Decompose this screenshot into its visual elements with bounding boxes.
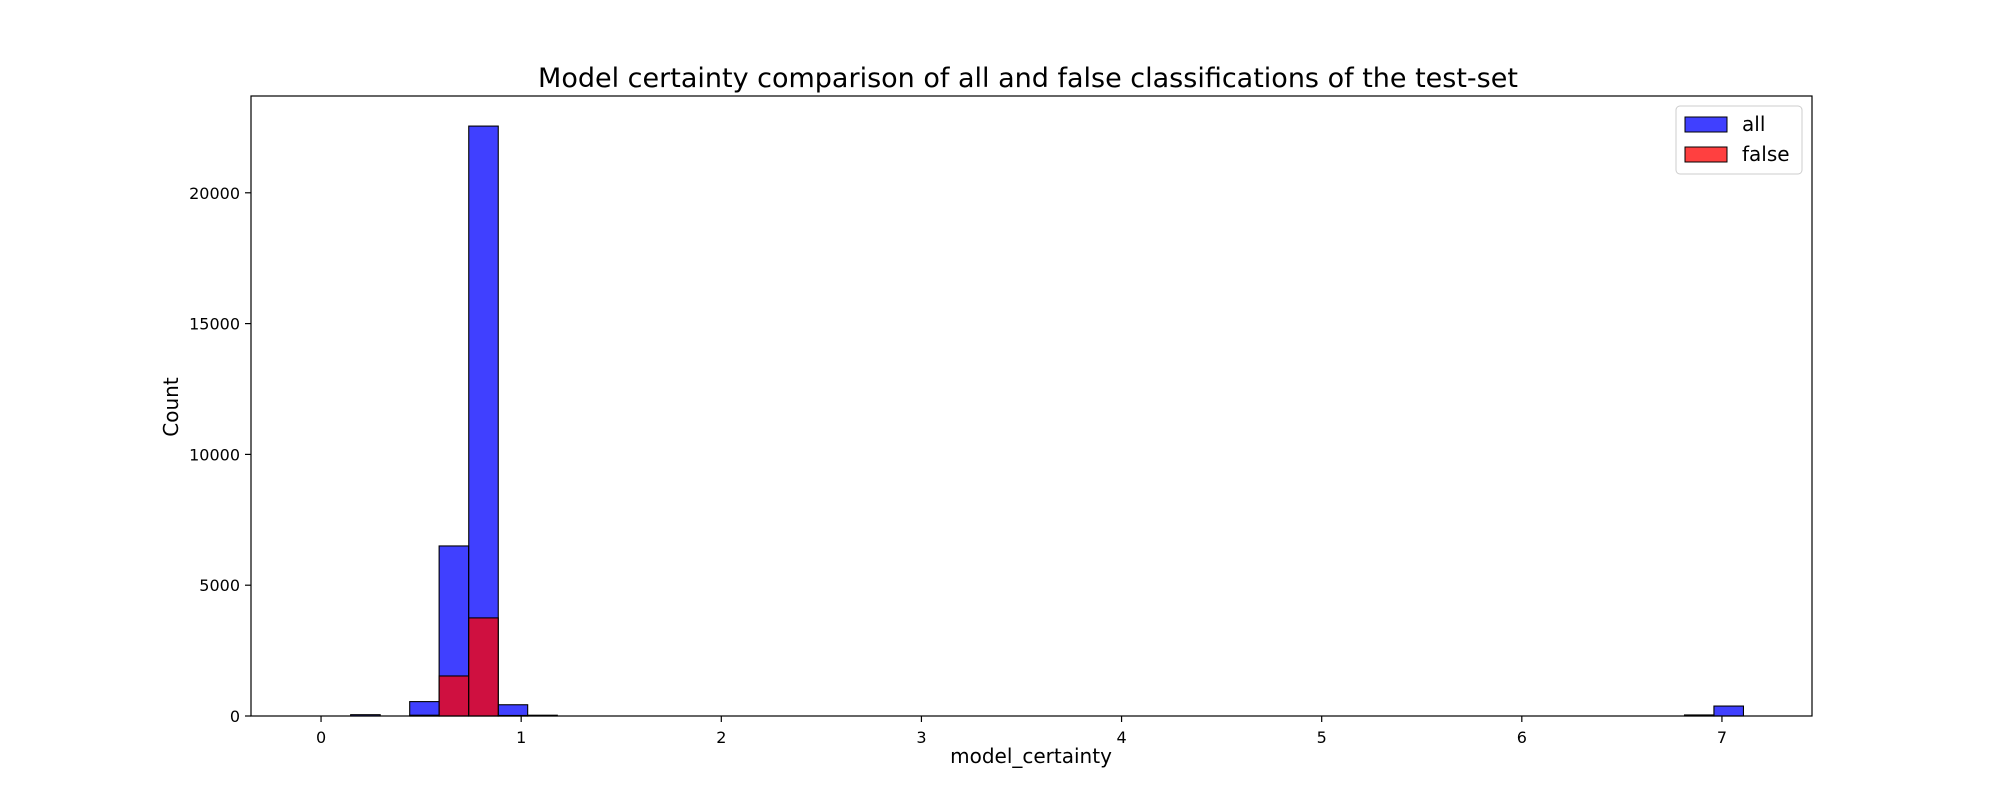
y-tick-label-2: 10000 — [189, 445, 240, 464]
bar-all-1 — [409, 701, 440, 717]
legend-swatch-all — [1684, 116, 1728, 133]
x-axis-label: model_certainty — [950, 744, 1112, 768]
legend: all false — [1675, 105, 1803, 175]
x-tick-label-2: 2 — [716, 728, 726, 747]
bars-layer — [350, 125, 1745, 717]
legend-swatch-false — [1684, 146, 1728, 163]
x-tick-label-0: 0 — [316, 728, 326, 747]
y-axis-ticks: 0 5000 10000 15000 20000 — [189, 184, 251, 726]
chart-title: Model certainty comparison of all and fa… — [538, 63, 1518, 94]
bar-all-4 — [497, 704, 529, 717]
bar-all-7 — [1713, 705, 1745, 717]
plot-frame — [250, 95, 1813, 717]
x-tick-label-1: 1 — [516, 728, 526, 747]
x-tick-label-6: 6 — [1517, 728, 1527, 747]
x-tick-label-3: 3 — [916, 728, 926, 747]
bar-false-2 — [468, 617, 499, 717]
x-axis-ticks: 0 1 2 3 4 5 6 7 — [316, 716, 1727, 747]
y-tick-label-0: 0 — [230, 707, 240, 726]
x-tick-label-7: 7 — [1717, 728, 1727, 747]
legend-label-false: false — [1742, 142, 1790, 166]
y-tick-label-1: 5000 — [199, 576, 240, 595]
x-tick-label-5: 5 — [1317, 728, 1327, 747]
y-tick-label-4: 20000 — [189, 184, 240, 203]
bar-false-1 — [438, 675, 470, 717]
legend-label-all: all — [1742, 112, 1765, 136]
x-tick-label-4: 4 — [1116, 728, 1126, 747]
y-tick-label-3: 15000 — [189, 315, 240, 334]
y-axis-label: Count — [159, 377, 183, 437]
